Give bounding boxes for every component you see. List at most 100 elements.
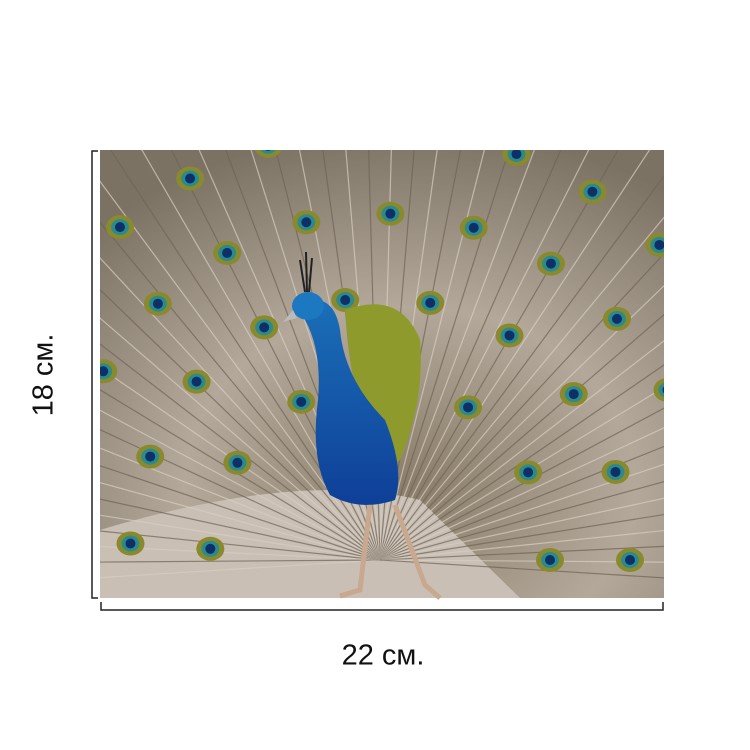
feather-detail <box>100 447 381 561</box>
feather-detail <box>296 396 307 407</box>
feather-detail <box>625 555 635 565</box>
feather-detail <box>379 150 535 561</box>
feather-detail <box>379 386 664 561</box>
feather-detail <box>114 222 125 233</box>
feather-detail <box>125 538 136 549</box>
feather-detail <box>430 128 440 138</box>
feather-detail <box>260 150 276 154</box>
feather-detail <box>10 359 20 369</box>
feather-detail <box>340 295 351 306</box>
feather-detail <box>42 530 60 546</box>
feather-detail <box>425 297 436 308</box>
feather-detail <box>463 402 474 413</box>
feather-detail <box>379 216 664 561</box>
feather-detail <box>100 530 381 561</box>
feather-detail <box>701 299 729 323</box>
feather-detail <box>426 125 444 141</box>
height-bracket <box>91 150 98 599</box>
feather-detail <box>653 378 664 402</box>
feather-detail <box>265 150 271 151</box>
feather-detail <box>611 313 622 324</box>
feather-detail <box>100 514 381 561</box>
feather-detail <box>379 407 664 561</box>
width-bracket <box>100 602 664 611</box>
feather-detail <box>346 126 356 136</box>
feather-detail <box>587 186 598 197</box>
feather-detail <box>222 247 233 258</box>
legs <box>339 504 442 600</box>
feather-detail <box>379 150 562 561</box>
feather-detail <box>523 467 534 478</box>
feather-detail <box>379 497 664 561</box>
feather-detail <box>379 175 664 561</box>
head <box>292 292 324 320</box>
feather-detail <box>379 513 664 561</box>
feather-detail <box>379 252 664 561</box>
feather-detail <box>379 427 664 561</box>
feather-detail <box>56 285 66 295</box>
feather-detail <box>705 555 715 565</box>
feather-detail <box>504 330 515 341</box>
feather-detail <box>379 150 485 561</box>
width-label: 22 см. <box>342 640 425 672</box>
feather-detail <box>100 409 381 561</box>
feather-detail <box>100 465 381 561</box>
feather-detail <box>232 457 243 468</box>
feather-detail <box>421 121 449 145</box>
feather-detail <box>342 123 360 139</box>
feather-detail <box>379 340 664 561</box>
feather-detail <box>100 221 381 561</box>
feather-detail <box>701 552 719 568</box>
feather-detail <box>47 278 75 302</box>
feather-detail <box>62 446 72 456</box>
feather-detail <box>37 526 65 550</box>
feather-detail <box>694 467 704 477</box>
feather-detail <box>662 386 664 394</box>
feather-detail <box>545 258 556 269</box>
height-label: 18 см. <box>28 334 60 417</box>
feather-detail <box>379 545 664 561</box>
feather-detail <box>100 343 381 561</box>
feather-detail <box>254 150 282 158</box>
feather-detail <box>100 257 381 561</box>
feather-detail <box>100 367 381 561</box>
feather-detail <box>152 298 163 309</box>
feather-detail <box>710 306 720 316</box>
feather-detail <box>379 150 651 561</box>
feather-detail <box>145 451 156 462</box>
crest <box>299 251 313 293</box>
feather-detail <box>685 460 713 484</box>
feather-detail <box>706 303 724 319</box>
feather-detail <box>379 480 664 561</box>
feather-detail <box>379 559 664 579</box>
peacock <box>283 251 442 600</box>
feather-detail <box>696 548 724 572</box>
feather-detail <box>545 555 555 565</box>
feather-detail <box>654 239 664 250</box>
feather-detail <box>100 559 381 563</box>
feather-detail <box>100 482 381 561</box>
feather-detail <box>468 222 479 233</box>
feather-detail <box>100 317 381 561</box>
feather-detail <box>379 364 664 561</box>
photo <box>1 121 729 598</box>
feather-detail <box>568 389 579 400</box>
feather-detail <box>658 382 664 398</box>
feather-detail <box>511 150 522 160</box>
feather-detail <box>100 389 381 561</box>
feather-detail <box>301 217 312 228</box>
feather-detail <box>1 352 29 376</box>
feather-detail <box>385 208 396 219</box>
feather-detail <box>100 366 109 377</box>
feather-detail <box>100 498 381 561</box>
feather-detail <box>100 559 381 579</box>
feather-detail <box>259 322 270 333</box>
feather-detail <box>379 150 590 561</box>
feather-detail <box>6 356 24 372</box>
beak <box>283 310 297 322</box>
feather-detail <box>53 439 81 463</box>
feather-detail <box>379 529 664 561</box>
body <box>305 300 399 505</box>
feather-detail <box>379 150 510 561</box>
